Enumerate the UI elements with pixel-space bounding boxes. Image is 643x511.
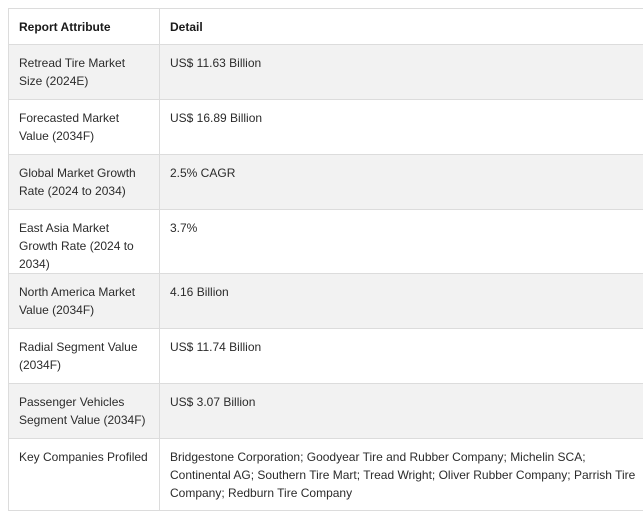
table-row: Passenger Vehicles Segment Value (2034F)…	[9, 384, 643, 439]
detail-cell: US$ 3.07 Billion	[160, 384, 643, 439]
header-report-attribute: Report Attribute	[9, 9, 160, 45]
detail-cell: US$ 11.74 Billion	[160, 329, 643, 384]
report-table-container: Report Attribute Detail Retread Tire Mar…	[8, 8, 643, 511]
table-row: East Asia Market Growth Rate (2024 to 20…	[9, 210, 643, 274]
header-detail: Detail	[160, 9, 643, 45]
attribute-cell: Global Market Growth Rate (2024 to 2034)	[9, 155, 160, 210]
detail-cell: 2.5% CAGR	[160, 155, 643, 210]
table-row: Retread Tire Market Size (2024E) US$ 11.…	[9, 45, 643, 100]
attribute-cell: Key Companies Profiled	[9, 439, 160, 511]
table-row: Forecasted Market Value (2034F) US$ 16.8…	[9, 100, 643, 155]
attribute-cell: Passenger Vehicles Segment Value (2034F)	[9, 384, 160, 439]
table-row: Key Companies Profiled Bridgestone Corpo…	[9, 439, 643, 511]
attribute-cell: Radial Segment Value (2034F)	[9, 329, 160, 384]
detail-cell: US$ 11.63 Billion	[160, 45, 643, 100]
detail-cell: US$ 16.89 Billion	[160, 100, 643, 155]
attribute-cell: North America Market Value (2034F)	[9, 274, 160, 329]
table-row: Global Market Growth Rate (2024 to 2034)…	[9, 155, 643, 210]
table-row: North America Market Value (2034F) 4.16 …	[9, 274, 643, 329]
attribute-cell: East Asia Market Growth Rate (2024 to 20…	[9, 210, 160, 274]
detail-cell: Bridgestone Corporation; Goodyear Tire a…	[160, 439, 643, 511]
attribute-cell: Forecasted Market Value (2034F)	[9, 100, 160, 155]
attribute-cell: Retread Tire Market Size (2024E)	[9, 45, 160, 100]
report-attributes-table: Report Attribute Detail Retread Tire Mar…	[8, 8, 643, 511]
table-header-row: Report Attribute Detail	[9, 9, 643, 45]
detail-cell: 3.7%	[160, 210, 643, 274]
detail-cell: 4.16 Billion	[160, 274, 643, 329]
table-row: Radial Segment Value (2034F) US$ 11.74 B…	[9, 329, 643, 384]
